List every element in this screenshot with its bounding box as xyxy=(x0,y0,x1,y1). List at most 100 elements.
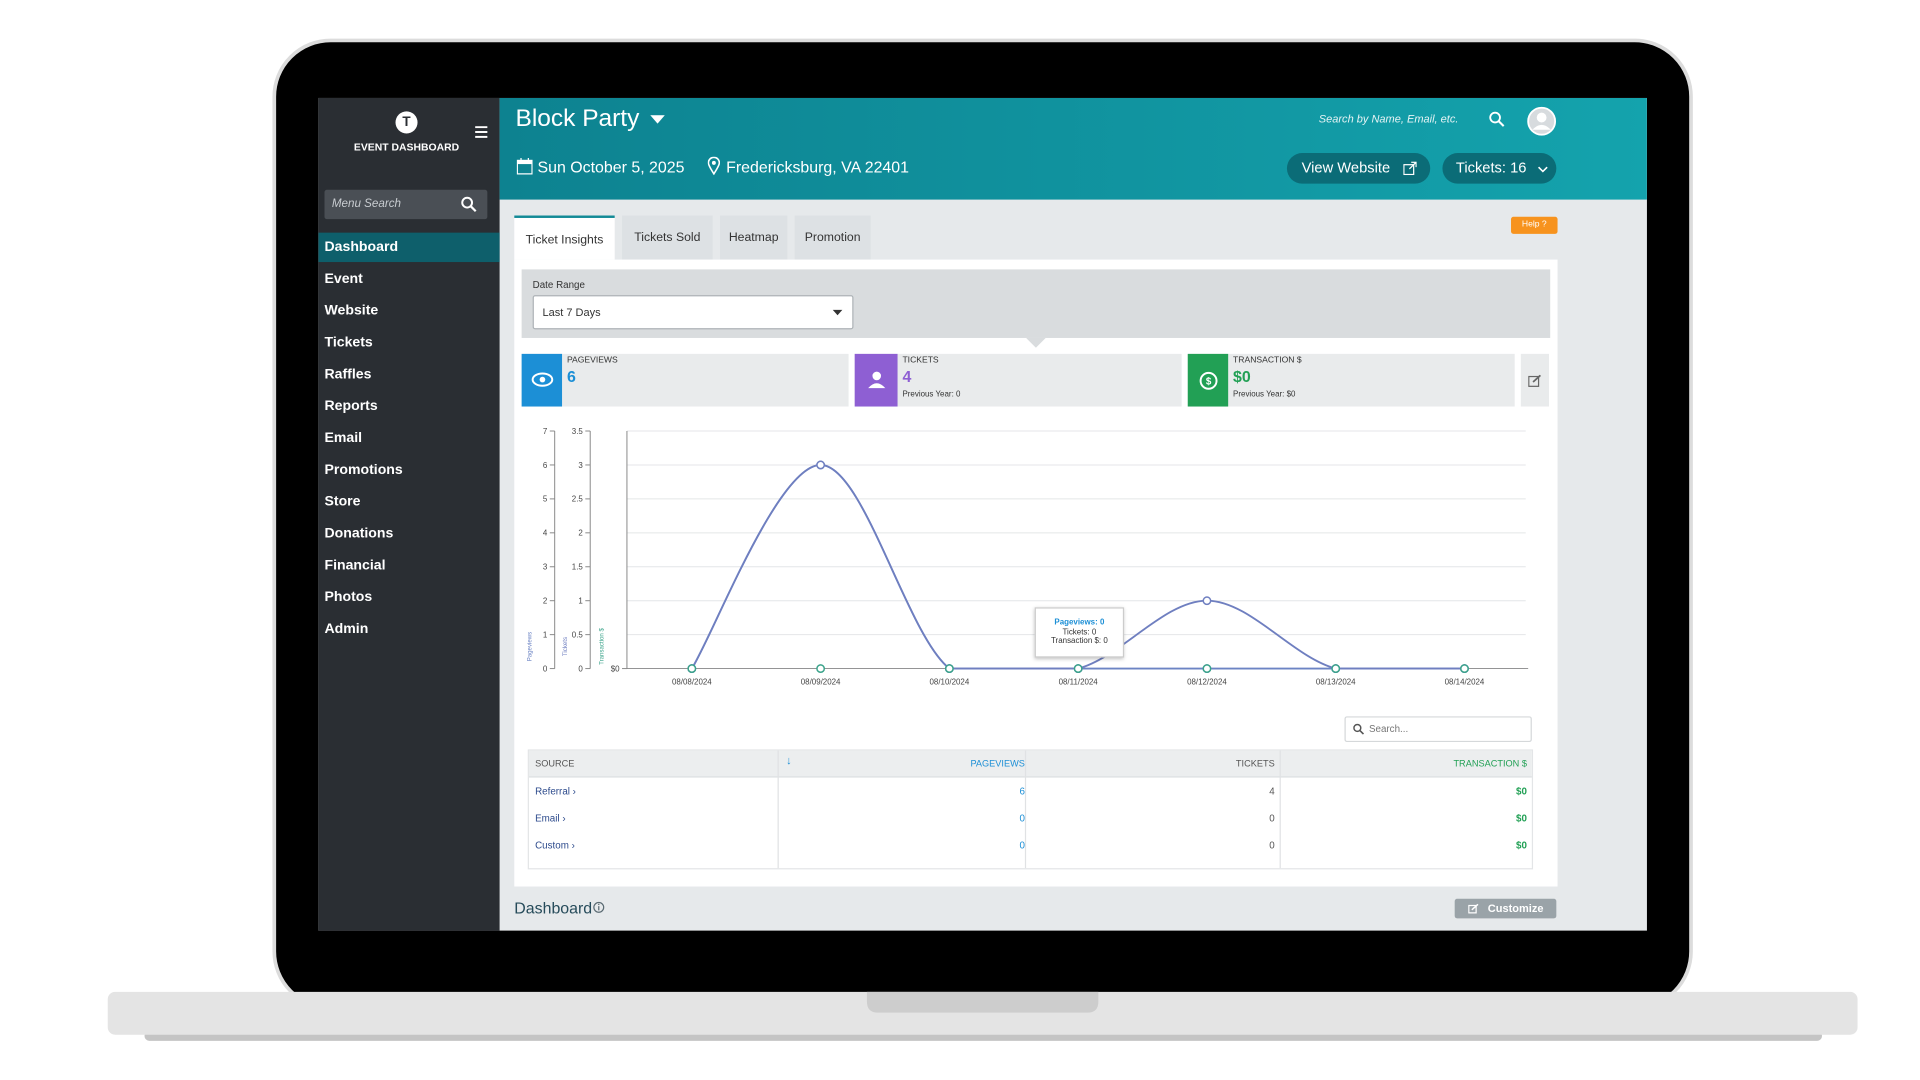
tickets-button-label: Tickets: 16 xyxy=(1455,159,1527,177)
x-tick-label: 08/12/2024 xyxy=(1187,677,1227,686)
stat-icon-box xyxy=(521,353,563,407)
table-header xyxy=(528,750,1532,778)
edit-stats-button[interactable] xyxy=(1520,353,1549,407)
menu-search-placeholder: Menu Search xyxy=(331,197,402,211)
data-point xyxy=(816,664,826,673)
column-header[interactable]: TRANSACTION $ xyxy=(1453,757,1527,769)
menu-item[interactable]: Store xyxy=(324,494,361,510)
menu-search[interactable]: Menu Search xyxy=(324,189,488,220)
help-badge[interactable]: Help ? xyxy=(1511,216,1558,234)
stat-label: TICKETS xyxy=(902,356,939,365)
customize-button[interactable]: Customize xyxy=(1454,898,1557,919)
global-search[interactable]: Search by Name, Email, etc. xyxy=(1318,112,1459,125)
y-tick-label: 3 xyxy=(578,461,583,470)
tab[interactable]: Tickets Sold xyxy=(622,215,713,260)
chart: 0 1 2 3 4 5 6 7 Pageviews 0 0.5 1 1.5 2 2.5 3 3.5 Tickets… xyxy=(526,427,1529,686)
stat-icon xyxy=(531,372,553,387)
search-icon xyxy=(461,196,477,213)
stat-value: $0 xyxy=(1233,367,1251,386)
chart-tooltip: Pageviews: 0 Tickets: 0 Transaction $: 0 xyxy=(1034,607,1125,658)
menu-item[interactable]: Dashboard xyxy=(318,232,500,263)
table-search-placeholder: Search... xyxy=(1368,723,1409,735)
table-search[interactable]: Search... xyxy=(1344,716,1532,743)
event-caret xyxy=(650,115,665,124)
stat-icon-box: $ xyxy=(1187,353,1229,407)
dashboard-heading: Dashboard xyxy=(514,898,593,918)
range-pointer xyxy=(1026,337,1046,348)
menu-item[interactable]: Donations xyxy=(324,526,394,542)
table-cell: 4 xyxy=(1269,786,1275,798)
date-range-box: Date Range Last 7 Days xyxy=(521,269,1551,338)
date-range-label: Date Range xyxy=(532,279,585,291)
data-point xyxy=(687,664,697,673)
table-cell: $0 xyxy=(1516,813,1527,825)
axis-title: Transaction $ xyxy=(599,628,606,665)
location-icon xyxy=(707,156,721,176)
stat-card: $ TRANSACTION $ $0 Previous Year: $0 xyxy=(1187,353,1515,407)
table-cell: 0 xyxy=(1269,813,1275,825)
source-link[interactable]: Referral › xyxy=(535,786,576,798)
tab[interactable]: Ticket Insights xyxy=(514,215,615,260)
tickets-button[interactable]: Tickets: 16 xyxy=(1442,153,1557,184)
source-name: Email xyxy=(535,813,560,825)
tooltip-line: Tickets: 0 xyxy=(1062,627,1097,637)
menu-item[interactable]: Financial xyxy=(324,558,386,574)
menu-item[interactable]: Event xyxy=(324,271,363,287)
header: Block Party Sun October 5, 2025 Frederic… xyxy=(499,97,1647,200)
date-range-select[interactable]: Last 7 Days xyxy=(532,295,854,330)
y-tick-label: 6 xyxy=(543,461,548,470)
event-name[interactable]: Block Party xyxy=(515,105,640,133)
calendar-icon xyxy=(516,157,533,175)
table-cell: $0 xyxy=(1516,840,1527,852)
source-link[interactable]: Custom › xyxy=(535,840,575,852)
x-tick-label: 08/08/2024 xyxy=(672,677,712,686)
stat-value: 6 xyxy=(566,367,576,386)
axis-title: Tickets xyxy=(562,637,569,656)
screen: T EVENT DASHBOARD Menu Search Dashboard E… xyxy=(318,97,1647,931)
tooltip-line: Pageviews: 0 xyxy=(1054,618,1105,627)
menu-item[interactable]: Tickets xyxy=(324,335,373,351)
menu-toggle[interactable] xyxy=(475,126,488,138)
table-cell: 0 xyxy=(1019,813,1025,825)
y-tick-label: 2 xyxy=(578,529,583,538)
source-table: ↓ SOURCE PAGEVIEWS TICKETS TRANSACTION $ Refe… xyxy=(527,749,1534,870)
column-header[interactable]: SOURCE xyxy=(535,757,575,769)
data-point xyxy=(1331,664,1341,673)
column-header[interactable]: PAGEVIEWS xyxy=(970,757,1025,769)
svg-text:$: $ xyxy=(1205,376,1211,387)
stat-value: 4 xyxy=(902,367,912,386)
laptop-base xyxy=(107,991,1858,1035)
menu-item[interactable]: Reports xyxy=(324,399,378,414)
avatar[interactable] xyxy=(1527,106,1557,136)
menu-item[interactable]: Promotions xyxy=(324,462,403,478)
x-tick-label: 08/11/2024 xyxy=(1059,677,1099,686)
menu-item[interactable]: Raffles xyxy=(324,367,372,383)
y-tick-label: 4 xyxy=(543,529,548,538)
y-tick-label: $0 xyxy=(611,664,620,673)
sidebar: T EVENT DASHBOARD Menu Search Dashboard E… xyxy=(318,97,500,931)
series-line xyxy=(691,464,1465,670)
global-search-icon[interactable] xyxy=(1489,111,1505,127)
y-tick-label: 0 xyxy=(543,664,548,673)
menu-item[interactable]: Photos xyxy=(324,590,373,605)
info-icon xyxy=(593,901,605,913)
menu-item[interactable]: Admin xyxy=(324,622,369,637)
event-location: Fredericksburg, VA 22401 xyxy=(726,157,909,177)
menu-item[interactable]: Website xyxy=(324,303,379,319)
y-tick-label: 1 xyxy=(543,630,548,639)
y-tick-label: 5 xyxy=(543,495,548,504)
select-caret xyxy=(832,309,843,316)
stat-previous: Previous Year: 0 xyxy=(902,390,961,400)
view-website-button[interactable]: View Website xyxy=(1286,153,1431,184)
source-link[interactable]: Email › xyxy=(535,813,566,825)
menu-item[interactable]: Email xyxy=(324,431,363,446)
tab[interactable]: Heatmap xyxy=(720,215,788,260)
x-tick-label: 08/09/2024 xyxy=(801,677,841,686)
data-point xyxy=(1073,664,1083,673)
x-tick-label: 08/14/2024 xyxy=(1445,677,1485,686)
y-tick-label: 2 xyxy=(543,597,548,606)
y-tick-label: 1.5 xyxy=(572,563,584,572)
tab[interactable]: Promotion xyxy=(794,215,871,260)
column-header[interactable]: TICKETS xyxy=(1235,757,1275,769)
